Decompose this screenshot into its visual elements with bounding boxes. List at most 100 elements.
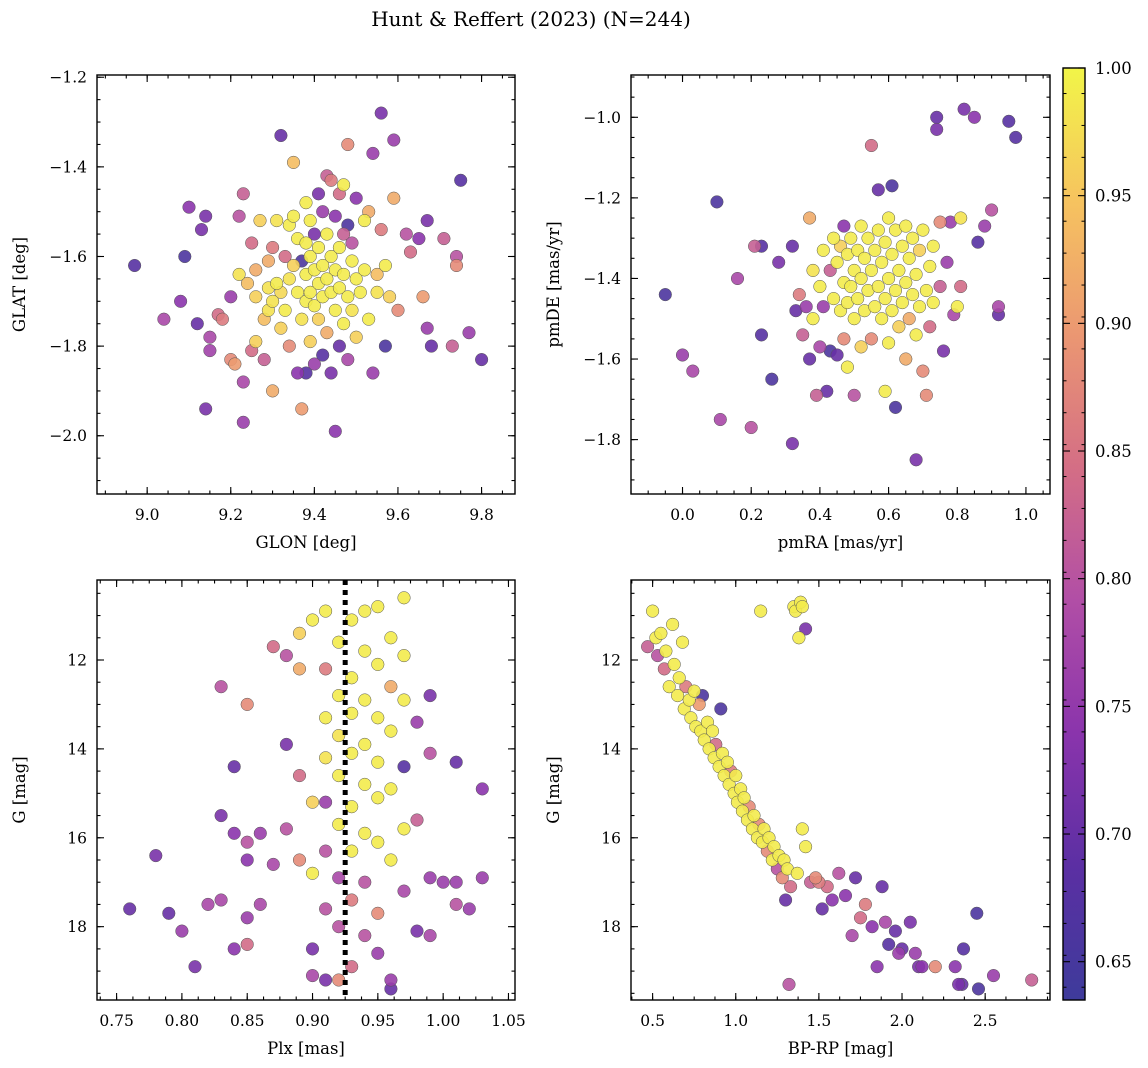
- scatter-point: [397, 822, 411, 836]
- scatter-point: [871, 183, 885, 197]
- scatter-point: [319, 662, 333, 676]
- scatter-point: [875, 255, 889, 269]
- x-tick-label: 9.8: [469, 506, 494, 524]
- scatter-point: [370, 285, 384, 299]
- scatter-point: [305, 942, 320, 956]
- scatter-point: [737, 791, 751, 805]
- scatter-point: [332, 281, 346, 295]
- scatter-point: [270, 276, 284, 290]
- panel-plx-g: 0.75 0.80 0.85 0.90 0.95 1.00 1.05 12 14 16 18 Plx …: [10, 579, 526, 1058]
- scatter-point: [986, 969, 1001, 983]
- scatter-point: [341, 137, 355, 152]
- x-tick-label: 0.90: [295, 1012, 330, 1030]
- x-tick-label: 0.95: [361, 1012, 396, 1030]
- y-tick-label: −1.4: [49, 158, 87, 176]
- scatter-point: [865, 920, 879, 934]
- scatter-point: [240, 911, 254, 925]
- scatter-point: [362, 312, 376, 326]
- scatter-point: [462, 326, 476, 340]
- scatter-point: [319, 751, 333, 765]
- scatter-point: [387, 191, 401, 205]
- scatter-point: [919, 388, 933, 402]
- colorbar-tick-label: 0.95: [1095, 187, 1132, 206]
- scatter-point: [838, 889, 853, 903]
- y-tick-label: −1.0: [583, 109, 621, 127]
- colorbar-tick-label: 0.80: [1095, 570, 1132, 589]
- scatter-point: [659, 644, 673, 658]
- scatter-point: [224, 290, 238, 304]
- scatter-point: [384, 631, 398, 645]
- scatter-point: [228, 357, 242, 371]
- scatter-point: [332, 689, 346, 703]
- scatter-point: [345, 254, 359, 268]
- scatter-point: [923, 320, 937, 334]
- scatter-point: [916, 223, 930, 237]
- scatter-point: [337, 227, 351, 241]
- scatter-point: [667, 657, 681, 671]
- scatter-point: [270, 214, 284, 228]
- scatter-point: [933, 215, 947, 229]
- scatter-point: [686, 364, 700, 378]
- scatter-point: [190, 317, 204, 331]
- scatter-point: [744, 420, 758, 435]
- scatter-point: [123, 902, 137, 916]
- scatter-point: [236, 187, 250, 201]
- scatter-point: [851, 292, 865, 306]
- scatter-point: [970, 906, 984, 920]
- scatter-point: [128, 258, 142, 273]
- scatter-point: [345, 236, 359, 250]
- scatter-point: [785, 437, 799, 451]
- scatter-point: [278, 249, 292, 264]
- scatter-point: [286, 155, 301, 169]
- scatter-point: [906, 288, 920, 302]
- scatter-point: [827, 292, 841, 306]
- x-tick-label: 9.6: [386, 506, 411, 524]
- scatter-point: [257, 353, 271, 367]
- scatter-point: [785, 239, 799, 253]
- y-tick-label: −1.6: [49, 248, 87, 266]
- scatter-point: [424, 339, 438, 353]
- scatter-point: [861, 231, 875, 245]
- scatter-point: [848, 871, 863, 885]
- y-tick-label: 12: [67, 652, 87, 670]
- scatter-point: [882, 937, 896, 951]
- scatter-point: [799, 840, 813, 854]
- scatter-point: [878, 292, 892, 306]
- scatter-point: [384, 680, 398, 694]
- scatter-point: [358, 644, 372, 658]
- scatter-point: [279, 737, 293, 751]
- colorbar-tick-label: 0.70: [1095, 825, 1132, 844]
- scatter-point: [816, 300, 830, 314]
- scatter-point: [371, 657, 385, 671]
- x-tick-label: 1.5: [807, 1012, 832, 1030]
- scatter-point: [341, 353, 355, 367]
- y-tick-label: 12: [601, 652, 621, 670]
- scatter-point: [397, 649, 411, 663]
- scatter-point: [215, 312, 229, 326]
- scatter-point: [847, 388, 861, 402]
- scatter-point: [240, 937, 254, 951]
- x-tick-label: 0.80: [165, 1012, 200, 1030]
- scatter-point: [383, 290, 397, 304]
- scatter-point: [214, 680, 228, 694]
- scatter-point: [423, 746, 437, 760]
- scatter-point: [291, 366, 305, 380]
- scatter-point: [641, 640, 655, 654]
- scatter-point: [882, 211, 896, 225]
- scatter-point: [713, 412, 727, 427]
- scatter-point: [902, 312, 916, 326]
- scatter-point: [449, 755, 463, 769]
- scatter-point: [909, 328, 923, 342]
- scatter-point: [374, 223, 388, 237]
- scatter-point: [337, 317, 351, 331]
- scatter-point: [240, 835, 254, 849]
- scatter-point: [378, 258, 392, 273]
- scatter-point: [847, 312, 861, 326]
- scatter-point: [319, 795, 333, 809]
- ticks: [631, 580, 1050, 1000]
- x-tick-label: 9.0: [135, 506, 160, 524]
- scatter-point: [420, 321, 434, 335]
- scatter-point: [792, 288, 806, 302]
- scatter-point: [952, 977, 966, 991]
